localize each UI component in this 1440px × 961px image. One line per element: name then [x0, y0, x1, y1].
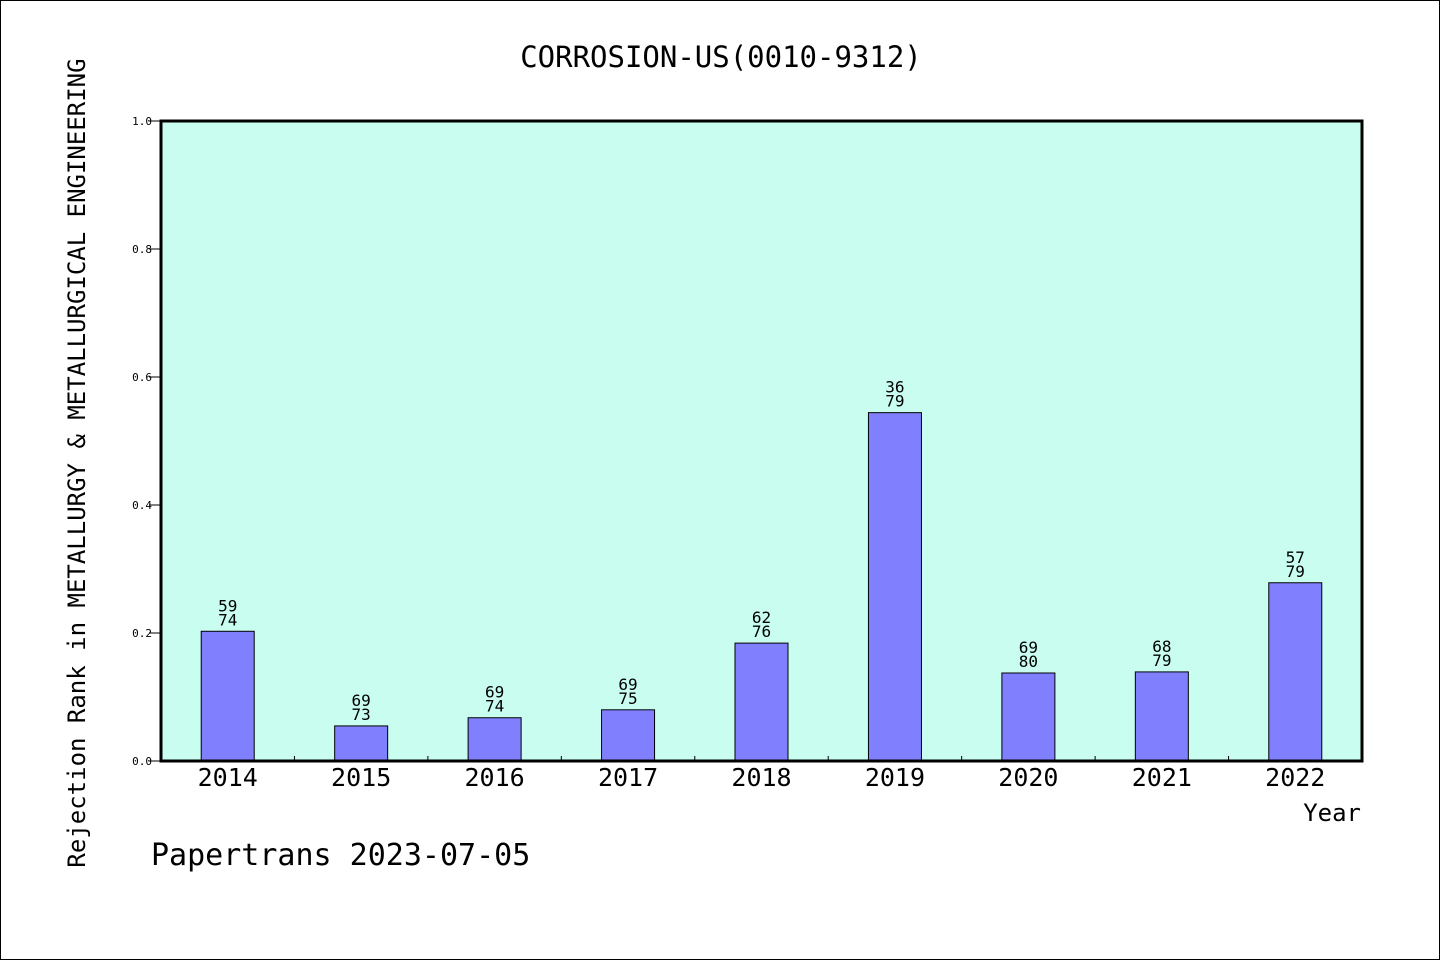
bars-group	[200, 412, 1323, 762]
bar-label-total: 76	[752, 622, 771, 641]
y-tick-label: 0.2	[132, 627, 152, 640]
x-tick-label: 2021	[1132, 763, 1192, 792]
bar-label-rank: 69	[1019, 638, 1038, 657]
bar-label-total: 74	[485, 697, 504, 716]
bar-2019	[867, 412, 922, 762]
y-axis-label: Rejection Rank in METALLURGY & METALLURG…	[63, 58, 91, 867]
bar-label-rank: 69	[485, 683, 504, 702]
y-tick-label: 0.8	[132, 243, 152, 256]
x-tick-label: 2018	[731, 763, 791, 792]
x-tick-label: 2015	[331, 763, 391, 792]
footer-credit: Papertrans 2023-07-05	[151, 838, 530, 873]
bar-label-rank: 59	[218, 596, 237, 615]
bar-label-total: 80	[1019, 652, 1038, 671]
bar-2022	[1268, 582, 1323, 762]
y-tick-label: 1.0	[132, 115, 152, 128]
bar-label-total: 79	[885, 392, 904, 411]
y-tick-label: 0.6	[132, 371, 152, 384]
bar-label-total: 74	[218, 610, 237, 629]
plot-area	[159, 119, 1364, 763]
y-tick-label: 0.4	[132, 499, 152, 512]
x-axis-label: Year	[1303, 799, 1361, 827]
bar-label-rank: 62	[752, 608, 771, 627]
bar-2015	[334, 725, 389, 762]
bar-label-rank: 69	[352, 691, 371, 710]
y-tick-label: 0.0	[132, 755, 152, 768]
bar-2018	[734, 642, 789, 762]
bar-2017	[601, 709, 656, 762]
bar-2016	[467, 717, 522, 762]
x-tick-label: 2022	[1265, 763, 1325, 792]
x-axis: 2014 2015 2016 2017 2018 2019 2020 2021 2022	[198, 756, 1325, 792]
bar-label-rank: 69	[618, 675, 637, 694]
x-tick-label: 2016	[465, 763, 525, 792]
x-tick-label: 2017	[598, 763, 658, 792]
y-axis: 0.0 0.2 0.4 0.6 0.8 1.0	[132, 115, 161, 768]
bar-label-rank: 36	[885, 378, 904, 397]
bar-label-rank: 57	[1286, 548, 1305, 567]
x-tick-label: 2020	[998, 763, 1058, 792]
bar-2014	[200, 630, 255, 762]
bar-label-total: 73	[352, 705, 371, 724]
x-tick-label: 2014	[198, 763, 258, 792]
bar-label-total: 75	[618, 689, 637, 708]
bar-label-total: 79	[1152, 651, 1171, 670]
bar-2021	[1134, 671, 1189, 762]
bar-label-total: 79	[1286, 562, 1305, 581]
bar-label-rank: 68	[1152, 637, 1171, 656]
bar-2020	[1001, 672, 1056, 762]
x-tick-label: 2019	[865, 763, 925, 792]
chart-title: CORROSION-US(0010-9312)	[520, 40, 922, 74]
